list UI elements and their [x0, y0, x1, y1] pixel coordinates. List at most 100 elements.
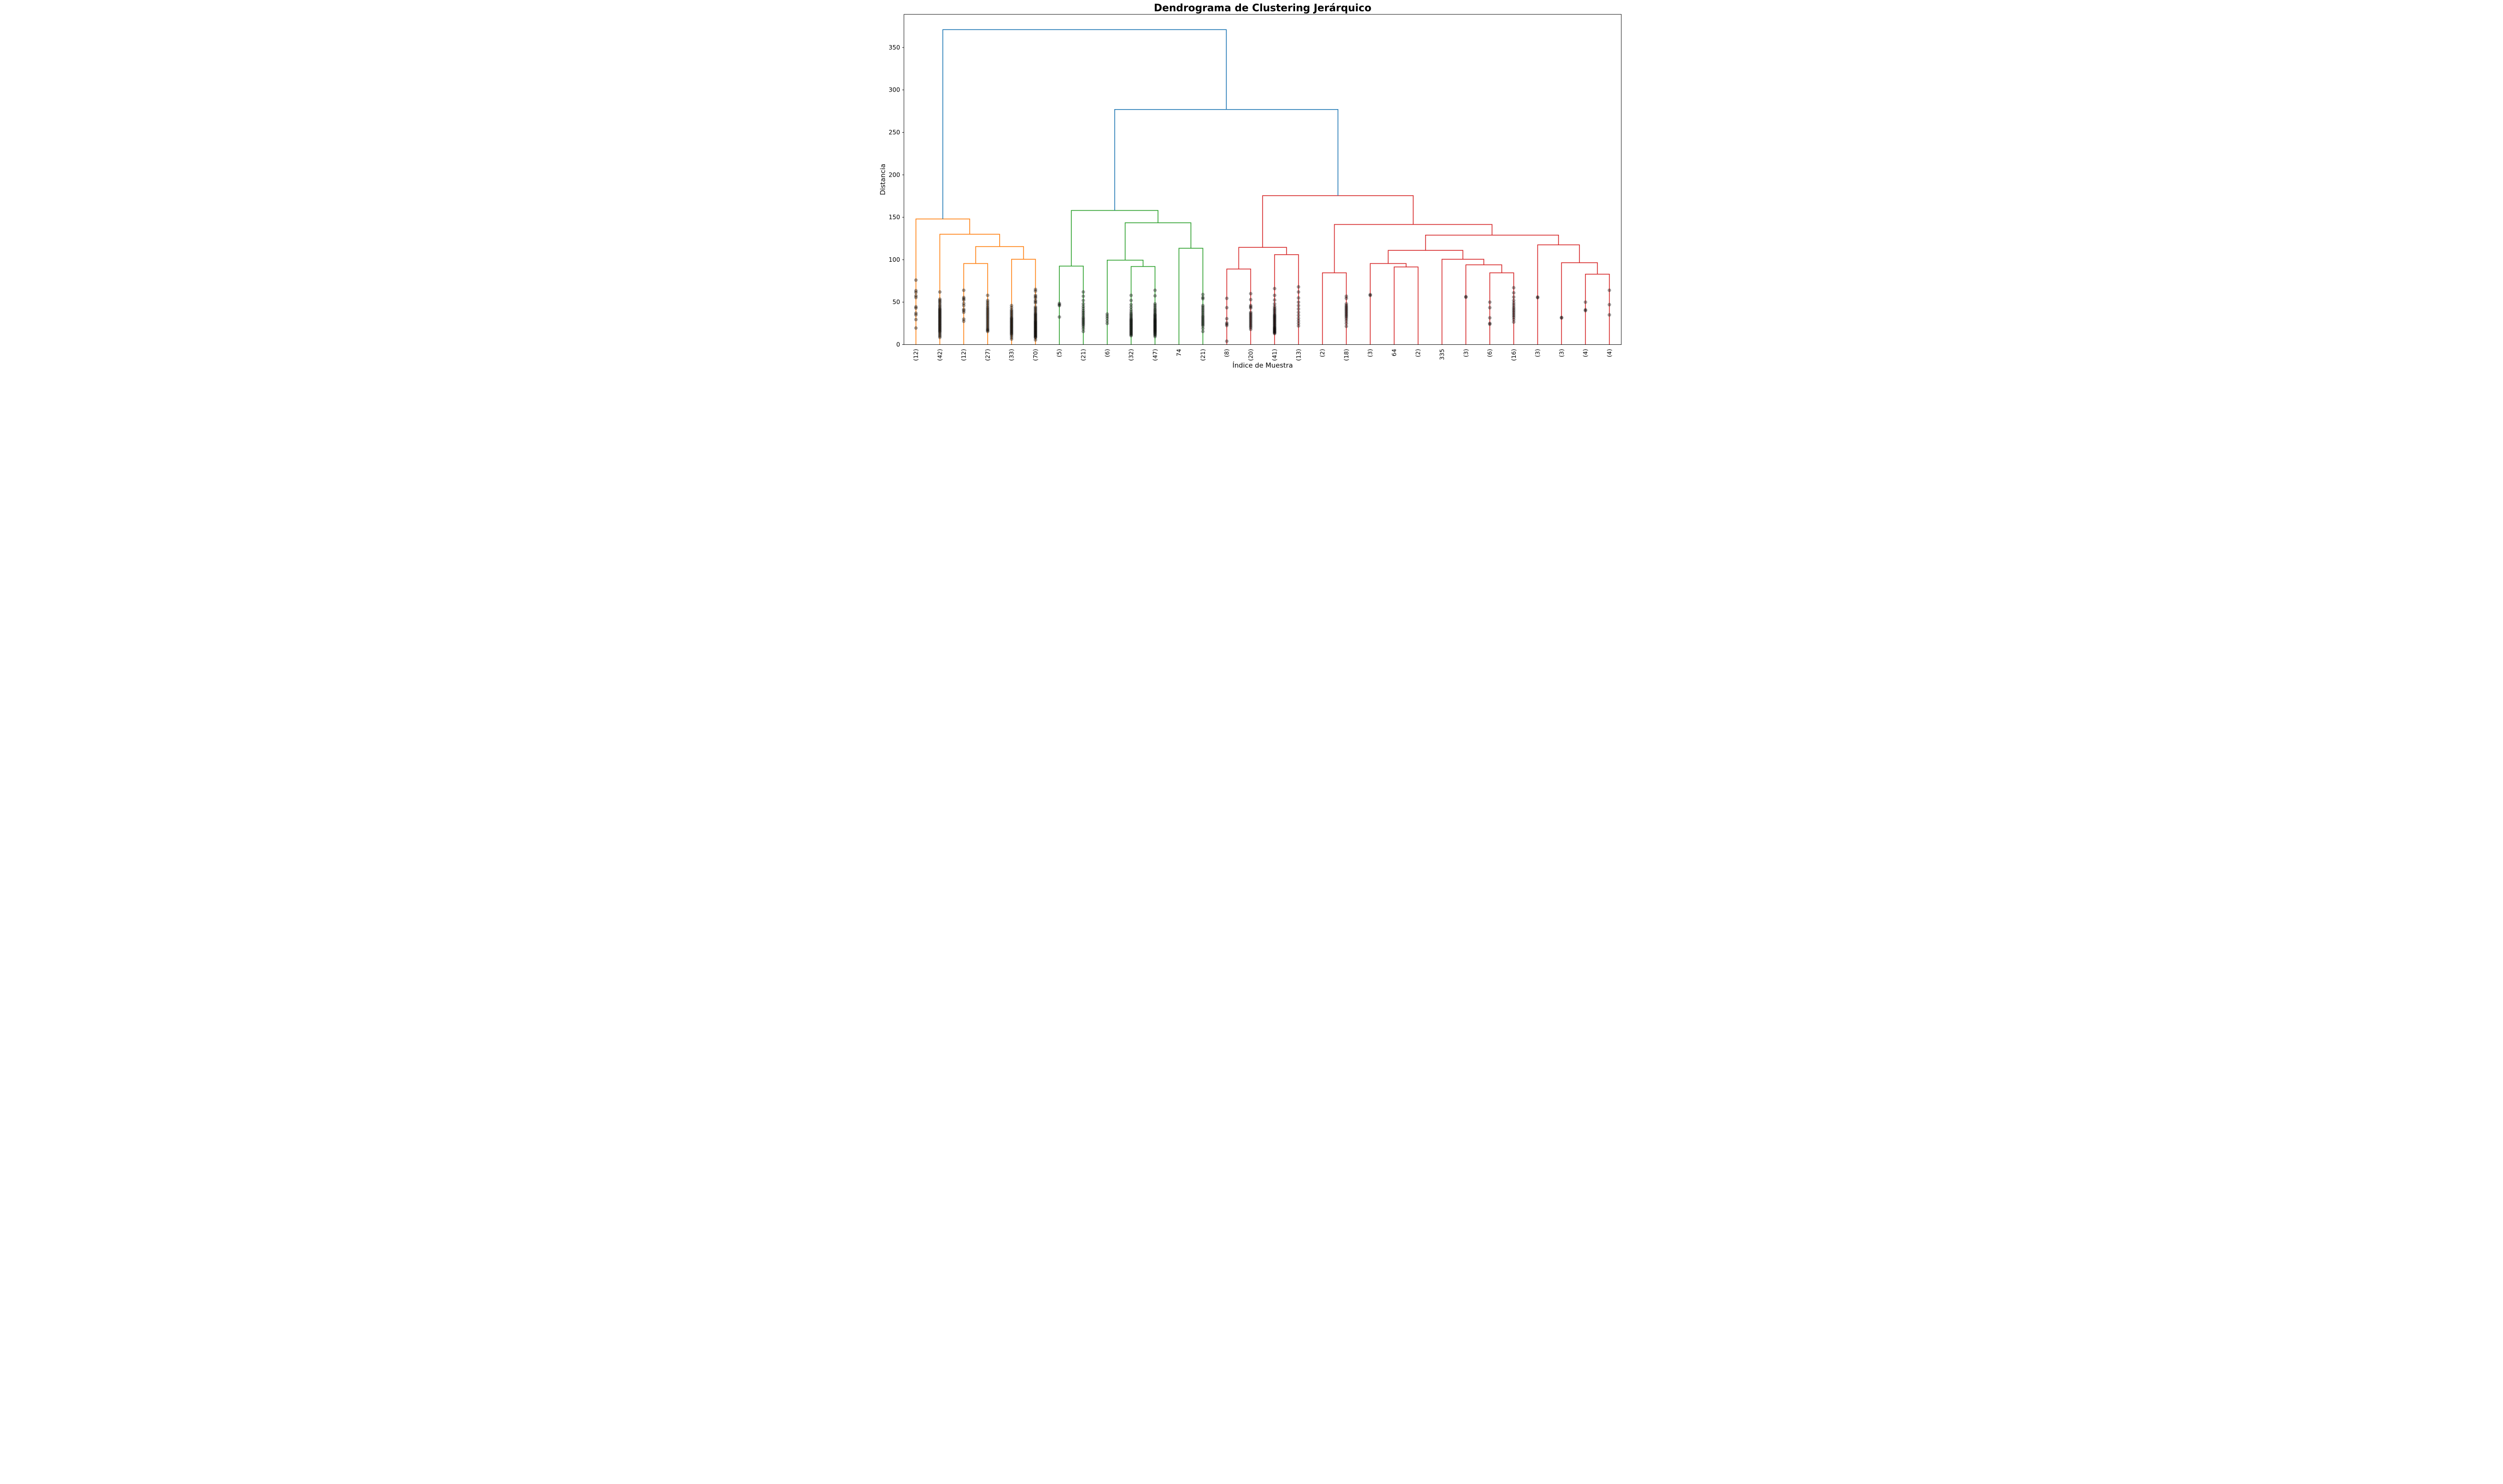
contracted-merge-dot — [1200, 323, 1204, 327]
contracted-merge-dot — [1296, 310, 1300, 314]
contracted-merge-dot — [1511, 320, 1515, 324]
contracted-merge-dot — [1153, 320, 1157, 324]
contracted-merge-dot — [938, 334, 942, 338]
contracted-merge-dot — [1129, 323, 1133, 327]
contracted-merge-dot — [1200, 312, 1204, 316]
contracted-merge-dot — [1153, 318, 1157, 322]
contracted-merge-dot — [1033, 330, 1037, 334]
contracted-merge-dot — [1368, 293, 1372, 297]
contracted-merge-dot — [1129, 303, 1133, 307]
contracted-merge-dot — [985, 328, 989, 332]
contracted-merge-dot — [1129, 310, 1133, 314]
contracted-merge-dot — [938, 309, 942, 313]
contracted-merge-dot — [938, 298, 942, 302]
contracted-merge-dot — [1511, 307, 1515, 311]
contracted-merge-dot — [914, 289, 918, 293]
contracted-merge-dot — [938, 327, 942, 331]
y-tick-label-300: 300 — [889, 87, 900, 94]
leaf-label-11: (47) — [1151, 349, 1158, 361]
contracted-merge-dot — [1368, 293, 1372, 297]
contracted-merge-dot — [1248, 317, 1253, 321]
contracted-merge-dot — [985, 298, 989, 302]
contracted-merge-dot — [1344, 321, 1348, 325]
leaf-dots-17 — [1296, 285, 1300, 328]
contracted-merge-dot — [1296, 313, 1300, 317]
x-axis-label: Índice de Muestra — [1232, 361, 1293, 370]
contracted-merge-dot — [938, 318, 942, 322]
contracted-merge-dot — [1009, 314, 1013, 318]
contracted-merge-dot — [1153, 329, 1157, 333]
contracted-merge-dot — [1129, 317, 1133, 321]
contracted-merge-dot — [1224, 306, 1228, 310]
contracted-merge-dot — [1033, 300, 1037, 304]
contracted-merge-dot — [938, 324, 942, 328]
leaf-dots-26 — [1511, 286, 1515, 324]
contracted-merge-dot — [1607, 303, 1611, 307]
contracted-merge-dot — [1105, 312, 1109, 316]
contracted-merge-dot — [985, 305, 989, 309]
y-tick-label-100: 100 — [889, 256, 900, 263]
contracted-merge-dot — [1200, 316, 1204, 320]
contracted-merge-dot — [1153, 324, 1157, 328]
contracted-merge-dot — [1200, 309, 1204, 313]
contracted-merge-dot — [1129, 330, 1133, 334]
contracted-merge-dot — [1344, 312, 1348, 316]
contracted-merge-dot — [1511, 310, 1515, 314]
contracted-merge-dot — [1273, 328, 1277, 332]
contracted-merge-dot — [938, 301, 942, 305]
contracted-merge-dot — [1033, 293, 1037, 297]
contracted-merge-dot — [1129, 332, 1133, 336]
contracted-merge-dot — [1033, 323, 1037, 327]
contracted-merge-dot — [1153, 305, 1157, 309]
contracted-merge-dot — [1488, 321, 1492, 325]
contracted-merge-dot — [1200, 321, 1204, 325]
leaf-label-15: (20) — [1247, 349, 1254, 361]
contracted-merge-dot — [1153, 314, 1157, 318]
y-tick-label-150: 150 — [889, 214, 900, 221]
contracted-merge-dot — [962, 309, 966, 313]
contracted-merge-dot — [1009, 337, 1013, 341]
contracted-merge-dot — [1153, 315, 1157, 319]
contracted-merge-dot — [1583, 309, 1587, 313]
contracted-merge-dot — [1153, 329, 1157, 333]
contracted-merge-dot — [1009, 335, 1013, 339]
contracted-merge-dot — [1033, 305, 1037, 309]
contracted-merge-dot — [1273, 323, 1277, 327]
contracted-merge-dot — [938, 300, 942, 304]
contracted-merge-dot — [938, 311, 942, 315]
contracted-merge-dot — [1344, 294, 1348, 298]
contracted-merge-dot — [1273, 320, 1277, 324]
contracted-merge-dot — [1081, 317, 1085, 321]
contracted-merge-dot — [1511, 303, 1515, 307]
contracted-merge-dot — [1153, 319, 1157, 323]
contracted-merge-dot — [1344, 302, 1348, 306]
leaf-label-3: (12) — [960, 349, 967, 361]
contracted-merge-dot — [1464, 295, 1468, 299]
contracted-merge-dot — [1129, 320, 1133, 324]
contracted-merge-dot — [1009, 326, 1013, 330]
contracted-merge-dot — [1344, 314, 1348, 318]
contracted-merge-dot — [1057, 315, 1061, 319]
contracted-merge-dot — [1009, 321, 1013, 325]
contracted-merge-dot — [1153, 330, 1157, 334]
contracted-merge-dot — [1344, 311, 1348, 315]
y-tick-label-0: 0 — [896, 341, 900, 348]
contracted-merge-dot — [1273, 319, 1277, 323]
contracted-merge-dot — [1033, 306, 1037, 310]
dendrogram-link-r4 — [1322, 272, 1347, 345]
leaf-label-21: 64 — [1390, 349, 1397, 356]
leaf-dots-29 — [1583, 300, 1587, 313]
contracted-merge-dot — [1273, 327, 1277, 331]
contracted-merge-dot — [1296, 296, 1300, 300]
contracted-merge-dot — [1583, 308, 1587, 312]
contracted-merge-dot — [1200, 310, 1204, 314]
contracted-merge-dot — [962, 297, 966, 301]
contracted-merge-dot — [1224, 321, 1228, 325]
contracted-merge-dot — [1009, 329, 1013, 333]
contracted-merge-dot — [1248, 310, 1253, 314]
contracted-merge-dot — [1511, 305, 1515, 309]
leaf-dots-30 — [1607, 288, 1611, 317]
contracted-merge-dot — [1273, 310, 1277, 314]
contracted-merge-dot — [1129, 315, 1133, 319]
contracted-merge-dot — [1033, 321, 1037, 325]
